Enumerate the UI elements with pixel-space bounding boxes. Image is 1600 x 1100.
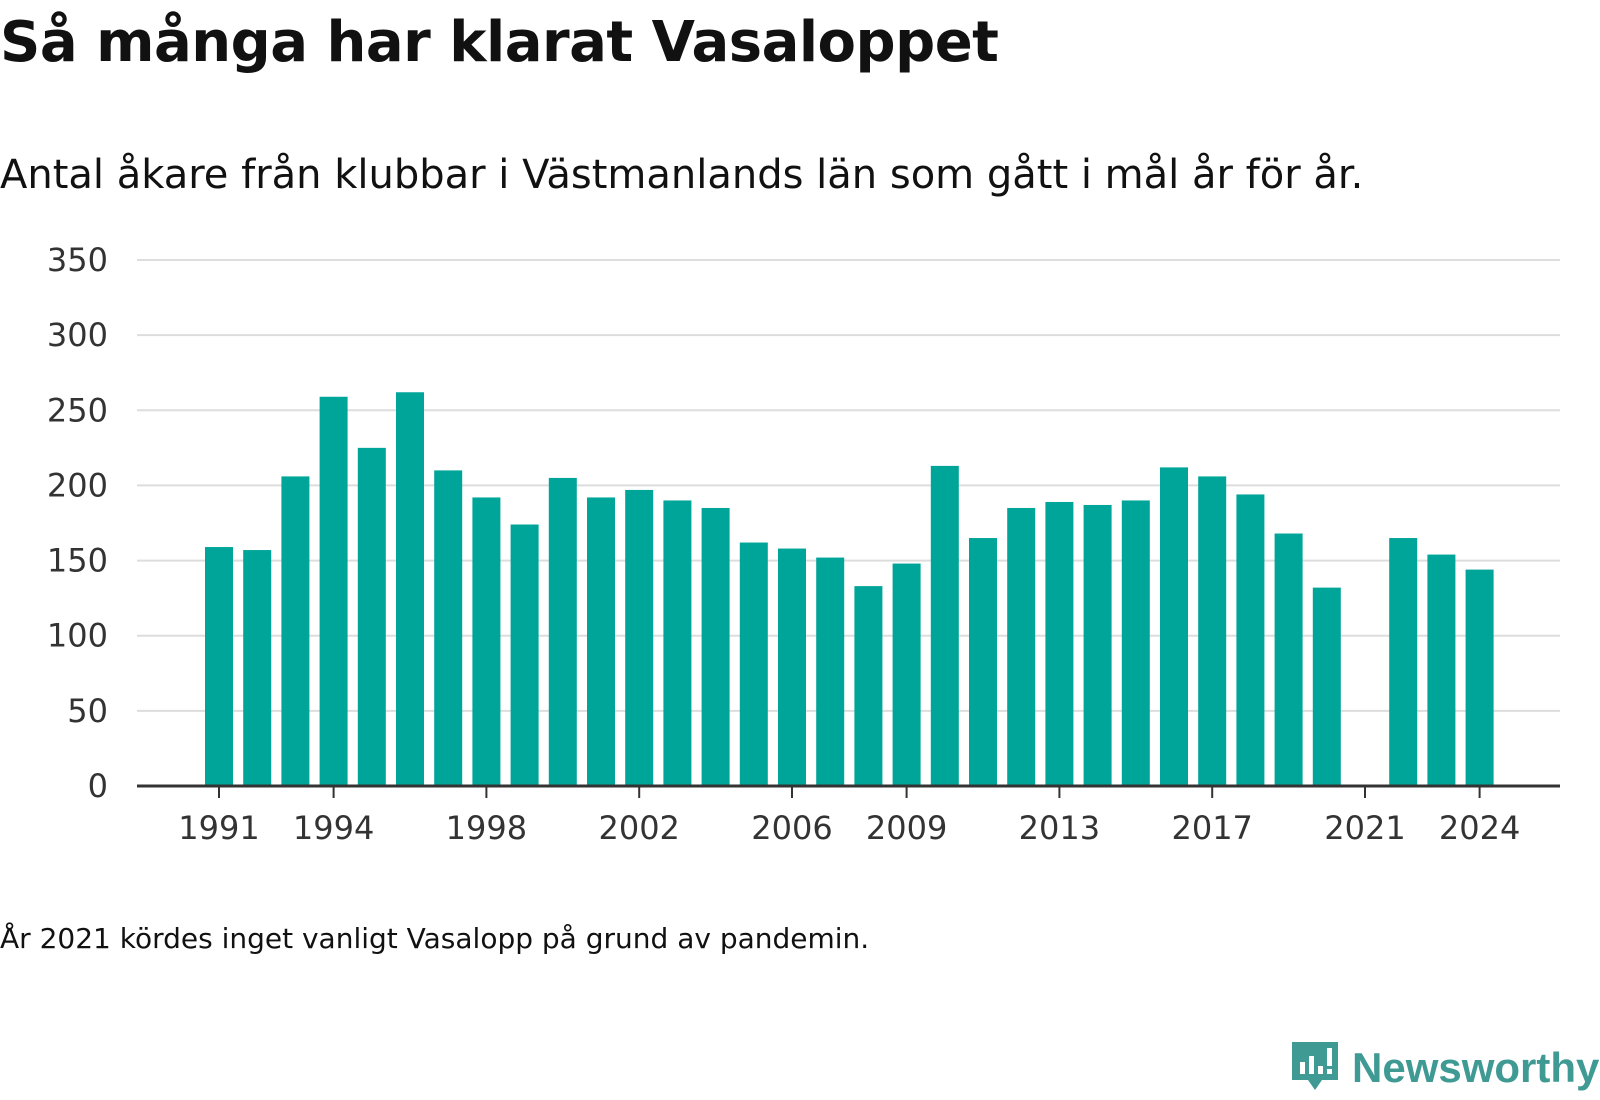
chart-subtitle: Antal åkare från klubbar i Västmanlands … <box>0 152 1364 198</box>
bar-2000 <box>548 477 577 786</box>
y-tick-label: 350 <box>47 241 108 279</box>
y-tick-label: 300 <box>47 316 108 354</box>
x-tick-label: 2017 <box>1171 809 1252 847</box>
bar-2005 <box>739 542 768 786</box>
bar-2014 <box>1083 504 1112 786</box>
bar-1996 <box>396 392 424 786</box>
bar-2001 <box>587 497 615 786</box>
y-axis-ticks: 0 50 100 150 200 250 300 350 <box>47 241 108 805</box>
y-tick-label: 250 <box>47 391 108 429</box>
y-tick-label: 100 <box>47 617 108 655</box>
x-tick-label: 1994 <box>293 809 374 847</box>
bar-2024 <box>1465 569 1494 786</box>
bar-2022 <box>1389 538 1418 786</box>
bar-1997 <box>434 470 463 786</box>
bar-2008 <box>854 586 883 786</box>
gridlines <box>137 259 1560 712</box>
bar-2007 <box>816 557 845 786</box>
x-tick-label: 2024 <box>1439 809 1520 847</box>
x-tick-label: 2002 <box>598 809 679 847</box>
bar-1998 <box>472 497 501 786</box>
bar-1993 <box>281 476 310 786</box>
x-axis-ticks: 1991 1994 1998 2002 2006 2009 2013 2017 2021 2024 <box>178 786 1520 847</box>
bar-1992 <box>243 550 272 786</box>
bars <box>205 392 1494 786</box>
bar-2011 <box>969 538 997 786</box>
x-tick-label: 2021 <box>1324 809 1405 847</box>
bar-2019 <box>1274 533 1303 786</box>
bar-2023 <box>1427 554 1456 786</box>
bar-2020 <box>1312 587 1341 786</box>
newsworthy-logo-text: Newsworthy <box>1352 1044 1600 1091</box>
bar-2015 <box>1121 500 1150 786</box>
bar-2017 <box>1198 476 1227 786</box>
x-tick-label: 1991 <box>178 809 259 847</box>
bar-2003 <box>663 500 692 786</box>
bar-2016 <box>1160 467 1188 786</box>
bar-2013 <box>1045 501 1074 786</box>
y-tick-label: 50 <box>67 692 108 730</box>
y-tick-label: 0 <box>88 767 108 805</box>
x-tick-label: 2006 <box>751 809 832 847</box>
bar-1994 <box>319 396 348 786</box>
footnote: År 2021 kördes inget vanligt Vasalopp på… <box>0 922 870 955</box>
bar-1991 <box>205 547 233 786</box>
y-tick-label: 200 <box>47 466 108 504</box>
x-tick-label: 2013 <box>1019 809 1100 847</box>
bar-2002 <box>625 489 654 786</box>
bar-1995 <box>357 447 386 786</box>
bar-2006 <box>778 548 806 786</box>
newsworthy-logo: Newsworthy <box>1290 1040 1599 1096</box>
bar-1999 <box>510 524 539 786</box>
chart-title: Så många har klarat Vasaloppet <box>0 10 999 75</box>
y-tick-label: 150 <box>47 542 108 580</box>
bar-2004 <box>701 507 730 786</box>
bar-chart: 0 50 100 150 200 250 300 350 1991 1994 1998 2002 20… <box>47 241 1560 847</box>
x-tick-label: 2009 <box>866 809 947 847</box>
bar-2009 <box>892 563 921 786</box>
x-tick-label: 1998 <box>446 809 527 847</box>
bar-2012 <box>1007 507 1036 786</box>
bar-2018 <box>1236 494 1265 786</box>
bar-2010 <box>930 465 959 786</box>
newsworthy-logo-icon <box>1290 1040 1340 1096</box>
